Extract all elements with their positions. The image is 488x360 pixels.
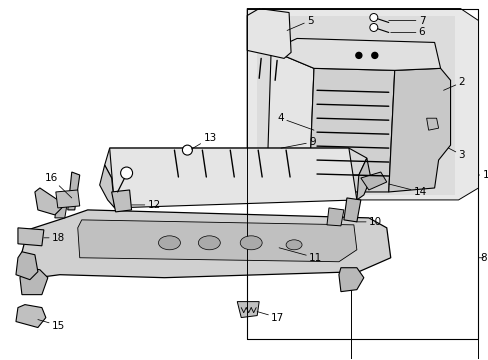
Polygon shape xyxy=(308,68,394,192)
Circle shape xyxy=(121,167,132,179)
Polygon shape xyxy=(360,172,386,190)
Polygon shape xyxy=(104,148,366,178)
Text: 17: 17 xyxy=(257,312,284,323)
Circle shape xyxy=(355,53,361,58)
Ellipse shape xyxy=(158,236,180,250)
Ellipse shape xyxy=(285,240,302,250)
Polygon shape xyxy=(247,9,290,58)
Polygon shape xyxy=(56,190,80,208)
Text: 9: 9 xyxy=(281,137,315,148)
Polygon shape xyxy=(35,188,61,215)
Text: 11: 11 xyxy=(279,248,322,263)
Polygon shape xyxy=(78,220,356,262)
Polygon shape xyxy=(55,198,68,218)
Polygon shape xyxy=(326,208,343,226)
Polygon shape xyxy=(426,118,438,130)
Ellipse shape xyxy=(240,236,262,250)
Text: 18: 18 xyxy=(44,233,65,243)
Text: 14: 14 xyxy=(388,184,426,197)
Polygon shape xyxy=(100,165,114,208)
Polygon shape xyxy=(247,9,477,200)
Text: 6: 6 xyxy=(390,27,425,37)
Text: 15: 15 xyxy=(38,320,65,330)
Polygon shape xyxy=(18,228,44,246)
Polygon shape xyxy=(16,252,38,280)
Circle shape xyxy=(369,14,377,22)
Text: 12: 12 xyxy=(131,200,161,210)
Polygon shape xyxy=(257,15,454,195)
Text: 7: 7 xyxy=(388,15,425,26)
Polygon shape xyxy=(343,198,360,222)
Polygon shape xyxy=(388,68,449,192)
Circle shape xyxy=(369,23,377,31)
Polygon shape xyxy=(109,148,356,208)
Polygon shape xyxy=(111,190,131,212)
Polygon shape xyxy=(356,158,370,200)
Polygon shape xyxy=(270,39,440,70)
Text: 13: 13 xyxy=(191,133,216,149)
Text: 16: 16 xyxy=(44,173,72,198)
Polygon shape xyxy=(266,50,313,192)
Text: 4: 4 xyxy=(277,113,313,130)
Polygon shape xyxy=(338,268,363,292)
Text: 2: 2 xyxy=(443,77,464,90)
Polygon shape xyxy=(20,210,390,280)
Text: 1: 1 xyxy=(477,170,488,180)
Ellipse shape xyxy=(198,236,220,250)
Circle shape xyxy=(182,145,192,155)
Text: 10: 10 xyxy=(356,217,381,227)
Text: 5: 5 xyxy=(286,15,313,31)
Polygon shape xyxy=(20,268,48,294)
Text: 3: 3 xyxy=(447,148,464,160)
Polygon shape xyxy=(237,302,259,318)
Text: 8: 8 xyxy=(477,253,486,263)
Polygon shape xyxy=(16,305,46,328)
Polygon shape xyxy=(68,172,80,210)
Circle shape xyxy=(371,53,377,58)
